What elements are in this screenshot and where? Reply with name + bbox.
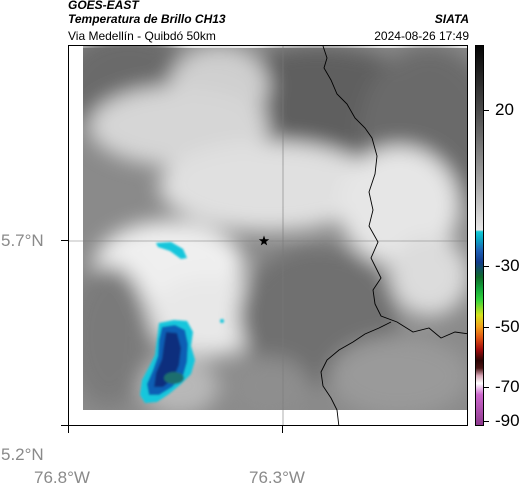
colorbar-label: 20 (495, 100, 514, 119)
department-boundary (322, 46, 467, 339)
latitude-label: 5.2°N (1, 445, 44, 464)
colorbar-tick (484, 110, 489, 111)
cloud-field (69, 46, 467, 416)
lat-tick (61, 240, 68, 241)
satellite-map[interactable] (68, 45, 468, 426)
department-boundary-south (320, 321, 392, 425)
colorbar-tick (484, 327, 489, 328)
cold-cloud-top (140, 242, 224, 403)
colorbar-label: -70 (495, 377, 520, 396)
product-title: Temperatura de Brillo CH13 (68, 12, 226, 26)
location-subtitle: Via Medellín - Quibdó 50km (68, 29, 216, 43)
colorbar-label: -50 (495, 317, 520, 336)
map-image (69, 46, 467, 425)
lon-tick (282, 426, 283, 433)
colorbar-label: -90 (495, 411, 520, 430)
star-icon (258, 235, 270, 246)
satellite-name: GOES-EAST (68, 0, 139, 12)
colorbar-tick (484, 421, 489, 422)
temperature-colorbar (475, 45, 484, 426)
longitude-label: 76.8°W (34, 468, 90, 487)
longitude-label: 76.3°W (249, 468, 305, 487)
organization-name: SIATA (434, 12, 469, 26)
colorbar-label: -30 (495, 256, 520, 275)
colorbar-tick (484, 266, 489, 267)
lon-tick (68, 426, 69, 433)
latitude-label: 5.7°N (1, 231, 44, 250)
lat-tick (61, 425, 68, 426)
colorbar-tick (484, 387, 489, 388)
image-datetime: 2024-08-26 17:49 (374, 29, 469, 43)
